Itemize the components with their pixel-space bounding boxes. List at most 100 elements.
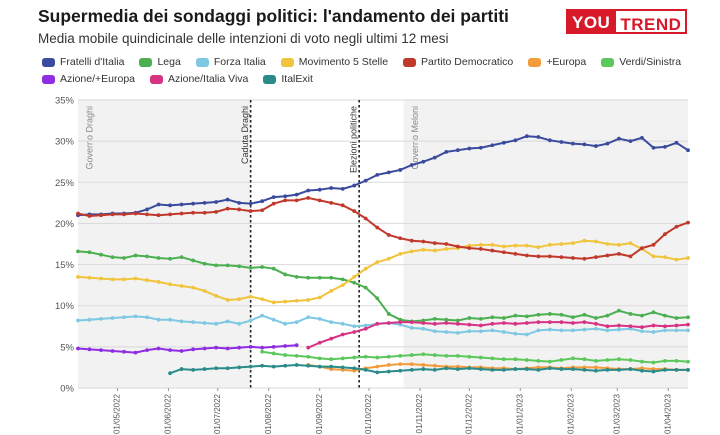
y-tick-label: 5% [60,342,74,353]
data-point-partito-democratico [202,210,207,215]
legend-swatch [280,57,294,67]
data-point-azione-europa [156,346,161,351]
legend-item-verdi-sinistra: Verdi/Sinistra [601,55,681,69]
data-point-fratelli-d-italia [168,203,172,208]
data-point-italexit [640,368,644,373]
data-point-forza-italia [294,320,299,325]
data-point-italexit [513,367,518,371]
data-point-azione-europa [294,343,299,348]
data-point-partito-democratico [398,236,403,241]
data-point-azione-europa [76,346,80,351]
data-point-fratelli-d-italia [260,199,265,204]
data-point-azione-europa [225,346,230,351]
data-point-fratelli-d-italia [467,146,472,151]
data-point-italexit [271,364,276,369]
data-point-movimento-5-stelle [524,243,529,248]
legend-label: Forza Italia [213,56,266,68]
data-point-verdi-sinistra [628,358,633,362]
data-point-forza-italia [317,316,322,321]
legend-item-movimento-5-stelle: Movimento 5 Stelle [280,55,388,69]
data-point-partito-democratico [122,212,126,217]
data-point-partito-democratico [214,210,219,214]
data-point-italexit [501,367,506,372]
data-point-movimento-5-stelle [478,242,483,247]
data-point-movimento-5-stelle [594,239,598,244]
data-point-lega [640,313,644,318]
data-point-azione-italia-viva [467,322,472,327]
data-point-fratelli-d-italia [398,168,403,172]
data-point-azione-italia-viva [686,322,690,327]
series-line-movimento-5-stelle [77,239,689,304]
y-tick-label: 15% [55,260,75,271]
data-point-fratelli-d-italia [432,155,437,160]
data-point-fratelli-d-italia [455,148,460,153]
data-point-lega [340,277,345,282]
data-point-partito-democratico [547,254,552,259]
data-point-italexit [524,367,529,371]
data-point-azione-italia-viva [571,321,575,325]
data-point-verdi-sinistra [571,356,575,361]
data-point-movimento-5-stelle [398,251,403,256]
data-point-partito-democratico [133,211,138,216]
data-point-verdi-sinistra [617,357,621,362]
data-point-azione-italia-viva [306,345,311,350]
data-point-azione-europa [179,349,184,353]
data-point-forza-italia [179,319,184,324]
data-point-fratelli-d-italia [340,186,345,191]
data-point-fratelli-d-italia [191,201,195,206]
x-tick-label: 01/06/2022 [164,393,173,434]
data-point-lega [663,313,667,318]
data-point-movimento-5-stelle [409,249,414,254]
data-point-fratelli-d-italia [294,192,299,197]
data-point-partito-democratico [524,253,529,258]
data-point-movimento-5-stelle [191,285,195,290]
legend-swatch [42,74,55,84]
data-point-azione-italia-viva [582,320,587,325]
data-point-movimento-5-stelle [122,277,126,282]
data-point-forza-italia [340,321,345,326]
data-point-forza-italia [283,321,288,326]
series-line-verdi-sinistra [262,350,689,364]
data-point-italexit [179,367,184,371]
data-point-azione-italia-viva [501,321,506,325]
data-point-movimento-5-stelle [306,298,311,302]
data-point-verdi-sinistra [513,357,518,362]
data-point-azione-italia-viva [605,324,610,329]
data-point-fratelli-d-italia [179,202,184,207]
data-point-forza-italia [122,315,126,320]
data-point-lega [513,313,518,318]
data-point-fratelli-d-italia [283,194,288,199]
data-point-verdi-sinistra [455,354,460,358]
data-point-verdi-sinistra [651,360,656,365]
data-point-fratelli-d-italia [317,187,322,192]
data-point-italexit [478,367,483,371]
data-point-europa [398,362,403,367]
data-point-movimento-5-stelle [225,298,230,302]
legend-swatch [139,57,153,67]
data-point-italexit [536,367,541,372]
legend-label: Verdi/Sinistra [619,56,682,68]
data-point-partito-democratico [571,256,575,260]
data-point-azione-europa [122,349,126,354]
data-point-azione-italia-viva [547,320,552,325]
data-point-lega [455,318,460,323]
data-point-fratelli-d-italia [582,142,587,147]
data-point-lega [225,263,230,268]
data-point-forza-italia [248,318,253,323]
data-point-partito-democratico [156,213,161,218]
legend-item-europa: +Europa [528,55,586,69]
data-point-italexit [306,363,311,368]
chart-subtitle: Media mobile quindicinale delle intenzio… [38,31,449,46]
data-point-azione-italia-viva [490,321,495,326]
data-point-partito-democratico [145,212,149,217]
data-point-italexit [594,368,598,373]
data-point-movimento-5-stelle [214,293,219,298]
legend-label: ItalExit [281,73,313,85]
youtrend-logo: YOU TREND [566,9,688,34]
data-point-lega [133,253,138,258]
data-point-lega [283,272,288,277]
legend-swatch [42,57,55,67]
data-point-verdi-sinistra [386,354,391,359]
series-line-fratelli-d-italia [77,135,689,217]
data-point-movimento-5-stelle [283,299,288,304]
